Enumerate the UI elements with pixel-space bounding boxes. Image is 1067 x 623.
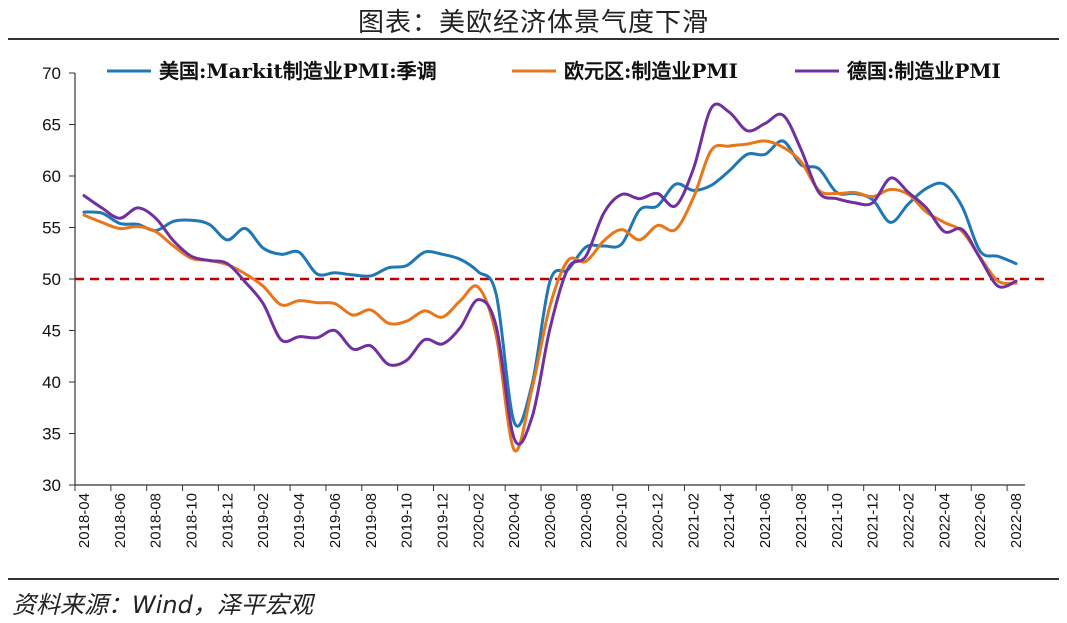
x-tick-label: 2019-04 bbox=[291, 493, 308, 548]
legend-label: 德国:制造业PMI bbox=[847, 59, 1001, 83]
legend-item-eurozone-pmi: 欧元区:制造业PMI bbox=[512, 59, 738, 83]
y-tick-label: 45 bbox=[42, 322, 61, 341]
y-tick-label: 70 bbox=[42, 64, 61, 83]
series-line-eurozone-pmi bbox=[82, 139, 1018, 453]
x-tick-label: 2022-02 bbox=[900, 493, 917, 548]
x-tick-label: 2018-04 bbox=[76, 493, 93, 548]
legend-item-germany-pmi: 德国:制造业PMI bbox=[795, 59, 1001, 83]
source-note: 资料来源：Wind，泽平宏观 bbox=[12, 591, 313, 619]
x-tick-label: 2021-08 bbox=[793, 493, 810, 548]
series-line-germany-pmi bbox=[82, 102, 1018, 446]
x-tick-label: 2021-04 bbox=[721, 493, 738, 548]
x-tick-label: 2021-02 bbox=[685, 493, 702, 548]
y-tick-label: 50 bbox=[42, 270, 61, 289]
title-rule bbox=[8, 38, 1059, 40]
x-tick-label: 2018-06 bbox=[112, 493, 129, 548]
axes: 30 35 40 45 50 55 60 65 70 2018-04 2018-06 2018-08 2… bbox=[42, 64, 1025, 548]
x-tick-label: 2021-06 bbox=[757, 493, 774, 548]
x-tick-label: 2021-12 bbox=[865, 493, 882, 548]
y-tick-label: 60 bbox=[42, 167, 61, 186]
legend-label: 美国:Markit制造业PMI:季调 bbox=[159, 59, 437, 83]
x-tick-label: 2019-08 bbox=[363, 493, 380, 548]
y-tick-label: 30 bbox=[42, 476, 61, 495]
x-tick-label: 2018-10 bbox=[184, 493, 201, 548]
x-tick-label: 2019-06 bbox=[327, 493, 344, 548]
x-tick-label: 2020-10 bbox=[614, 493, 631, 548]
x-tick-label: 2020-02 bbox=[470, 493, 487, 548]
x-tick-label: 2018-12 bbox=[219, 493, 236, 548]
x-tick-label: 2020-12 bbox=[650, 493, 667, 548]
y-tick-label: 35 bbox=[42, 425, 61, 444]
x-tick-label: 2022-06 bbox=[972, 493, 989, 548]
series-line-us-markit-pmi bbox=[82, 139, 1018, 428]
y-tick-label: 65 bbox=[42, 116, 61, 135]
x-tick-label: 2019-12 bbox=[434, 493, 451, 548]
y-tick-label: 40 bbox=[42, 373, 61, 392]
x-tick-label: 2020-08 bbox=[578, 493, 595, 548]
legend: 美国:Markit制造业PMI:季调 欧元区:制造业PMI 德国:制造业PMI bbox=[107, 59, 1001, 83]
x-tick-label: 2020-06 bbox=[542, 493, 559, 548]
x-tick-label: 2019-10 bbox=[399, 493, 416, 548]
chart-title: 图表：美欧经济体景气度下滑 bbox=[357, 8, 709, 38]
y-tick-label: 55 bbox=[42, 219, 61, 238]
x-tick-label: 2018-08 bbox=[148, 493, 165, 548]
x-tick-label: 2021-10 bbox=[829, 493, 846, 548]
legend-item-us-markit-pmi: 美国:Markit制造业PMI:季调 bbox=[107, 59, 437, 83]
x-tick-label: 2022-04 bbox=[936, 493, 953, 548]
series-layer bbox=[75, 102, 1045, 453]
x-tick-label: 2022-08 bbox=[1008, 493, 1025, 548]
legend-label: 欧元区:制造业PMI bbox=[564, 59, 738, 83]
x-tick-label: 2019-02 bbox=[255, 493, 272, 548]
x-tick-label: 2020-04 bbox=[506, 493, 523, 548]
bottom-rule bbox=[8, 578, 1059, 580]
